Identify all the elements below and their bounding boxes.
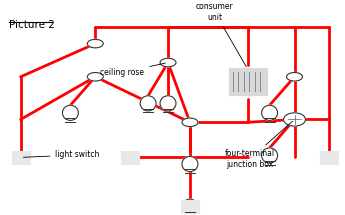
Ellipse shape — [284, 113, 305, 126]
Circle shape — [62, 105, 78, 120]
Circle shape — [17, 152, 24, 159]
Circle shape — [262, 105, 278, 120]
Bar — [12, 151, 30, 164]
Text: ceiling rose: ceiling rose — [100, 63, 165, 77]
Ellipse shape — [182, 118, 198, 127]
Circle shape — [325, 152, 333, 159]
Circle shape — [186, 201, 194, 209]
Ellipse shape — [87, 39, 103, 48]
Bar — [321, 151, 338, 164]
Ellipse shape — [287, 72, 303, 81]
Ellipse shape — [87, 72, 103, 81]
Text: four-terminal
junction box: four-terminal junction box — [225, 121, 293, 169]
Text: consumer
unit: consumer unit — [196, 3, 246, 67]
Circle shape — [262, 148, 278, 163]
Circle shape — [160, 96, 176, 111]
Circle shape — [126, 152, 134, 159]
Circle shape — [182, 199, 198, 214]
Circle shape — [140, 96, 156, 111]
Circle shape — [182, 157, 198, 172]
Bar — [121, 151, 139, 164]
Text: light switch: light switch — [23, 150, 100, 159]
Bar — [181, 200, 199, 213]
Ellipse shape — [160, 58, 176, 67]
Text: Picture 2: Picture 2 — [9, 20, 55, 30]
Bar — [229, 68, 267, 95]
